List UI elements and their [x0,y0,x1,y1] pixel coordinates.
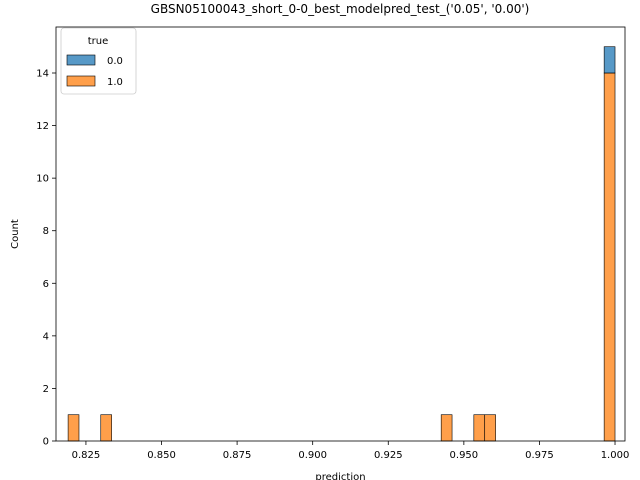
y-axis-label: Count [10,219,21,249]
bar-1-0-5 [603,72,616,442]
y-tick-label: 14 [36,69,49,80]
y-axis: 0 2 4 6 8 10 12 14 [36,69,56,448]
plot-frame [55,26,626,442]
bar-0-0-0 [603,46,616,74]
bar-1-0-0 [67,414,80,442]
x-axis: 0.825 0.850 0.875 0.900 0.925 0.950 0.975 1.000 [72,441,630,461]
y-tick-label: 8 [43,226,49,237]
y-tick-label: 12 [36,121,49,132]
x-tick-label: 0.900 [298,450,327,461]
y-tick-label: 4 [43,331,49,342]
y-tick-label: 10 [36,174,49,185]
legend-swatch [66,54,96,66]
x-tick-label: 0.950 [450,450,479,461]
bar-1-0-3 [473,414,486,442]
bar-1-0-2 [440,414,453,442]
chart-title: GBSN05100043_short_0-0_best_modelpred_te… [151,2,530,16]
x-tick-label: 1.000 [601,450,630,461]
legend-entries: 0.0 1.0 [66,54,123,88]
y-tick-label: 0 [43,437,49,448]
legend-label: 1.0 [107,77,123,88]
legend-label: 0.0 [107,56,123,67]
legend-title: true [88,36,109,47]
legend-swatch [66,75,96,87]
x-tick-label: 0.875 [223,450,252,461]
x-axis-label: prediction [315,472,365,480]
bar-1-0-4 [484,414,496,442]
y-tick-label: 2 [43,384,49,395]
legend: true 0.0 1.0 [60,27,137,95]
x-tick-label: 0.825 [72,450,101,461]
y-tick-label: 6 [43,279,49,290]
x-tick-label: 0.850 [147,450,176,461]
x-tick-label: 0.975 [525,450,554,461]
bar-1-0-1 [100,414,112,442]
x-tick-label: 0.925 [374,450,403,461]
